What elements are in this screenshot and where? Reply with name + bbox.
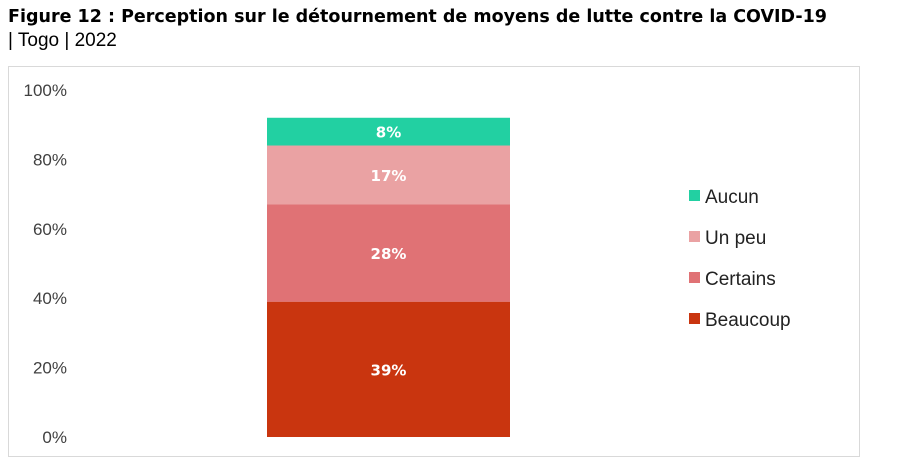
- legend-label: Aucun: [705, 187, 759, 208]
- chart-title-block: Figure 12 : Perception sur le détourneme…: [8, 6, 898, 53]
- bar-segment: [267, 117, 510, 146]
- y-tick-label: 80%: [33, 150, 67, 169]
- y-tick-label: 0%: [42, 428, 67, 447]
- legend-swatch: [689, 272, 700, 283]
- legend-swatch: [689, 313, 700, 324]
- legend-label: Certains: [705, 269, 776, 290]
- y-tick-label: 20%: [33, 359, 67, 378]
- data-label: 17%: [371, 167, 407, 185]
- data-label: 8%: [376, 124, 401, 142]
- legend-label: Un peu: [705, 228, 766, 249]
- y-tick-label: 100%: [24, 81, 67, 100]
- bar-segment: [267, 301, 510, 437]
- chart-subtitle: | Togo | 2022: [8, 30, 117, 51]
- y-tick-label: 40%: [33, 289, 67, 308]
- legend-swatch: [689, 190, 700, 201]
- chart-title: Figure 12 : Perception sur le détourneme…: [8, 7, 827, 27]
- data-label: 39%: [371, 361, 407, 379]
- bar-segment: [267, 204, 510, 302]
- legend-swatch: [689, 231, 700, 242]
- bar-segment: [267, 145, 510, 205]
- y-tick-label: 60%: [33, 220, 67, 239]
- chart-frame: [8, 66, 860, 457]
- data-label: 28%: [371, 245, 407, 263]
- legend-label: Beaucoup: [705, 310, 791, 331]
